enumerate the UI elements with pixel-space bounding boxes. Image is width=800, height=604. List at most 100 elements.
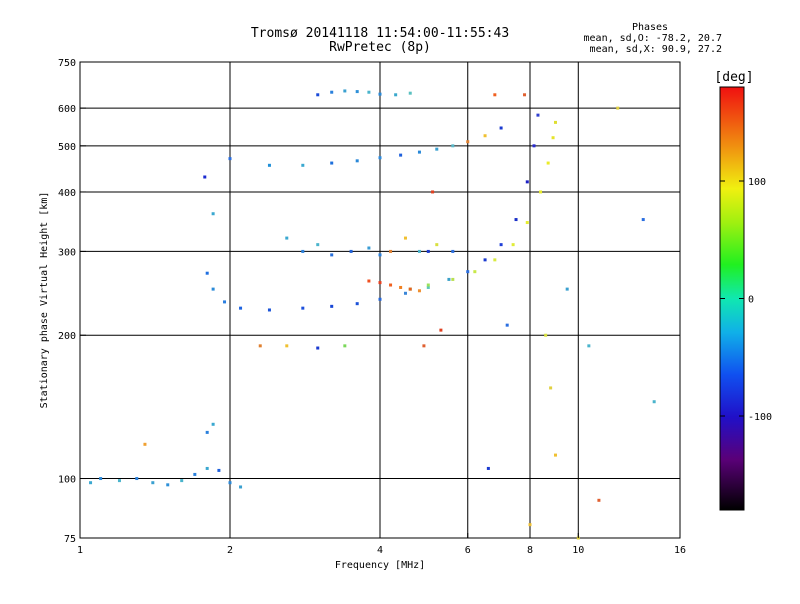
data-point	[228, 157, 232, 161]
data-point	[217, 468, 221, 472]
data-point	[151, 481, 155, 485]
data-point	[399, 153, 403, 157]
data-point	[544, 333, 548, 337]
data-point	[343, 344, 347, 348]
data-point	[223, 300, 227, 304]
x-tick-label: 1	[77, 545, 83, 556]
data-point	[466, 140, 470, 144]
stats-line-o: mean, sd,O: -78.2, 20.7	[584, 33, 722, 44]
data-point	[203, 175, 207, 179]
chart-title-line2: RwPretec (8p)	[329, 40, 431, 55]
colorbar-tick-label: -100	[748, 412, 772, 423]
data-point	[211, 212, 215, 216]
data-point	[316, 243, 320, 247]
data-point	[316, 93, 320, 97]
data-point	[403, 236, 407, 240]
data-point	[451, 277, 455, 281]
plot-area	[79, 61, 681, 540]
data-point	[417, 249, 421, 253]
x-tick-label: 4	[377, 545, 383, 556]
colorbar-tick-label: 100	[748, 177, 766, 188]
data-point	[316, 346, 320, 350]
data-point	[166, 483, 170, 487]
y-tick-label: 100	[58, 475, 76, 486]
x-tick-label: 10	[572, 545, 584, 556]
data-point	[551, 136, 555, 140]
x-tick-label: 6	[465, 545, 471, 556]
data-point	[143, 442, 147, 446]
data-point	[99, 477, 103, 481]
colorbar-tick-label: 0	[748, 295, 754, 306]
data-point	[349, 249, 353, 253]
data-point	[285, 236, 289, 240]
data-point	[117, 479, 121, 483]
data-point	[652, 400, 656, 404]
stats-heading: Phases	[632, 22, 668, 33]
data-point	[486, 466, 490, 470]
data-point	[549, 386, 553, 390]
data-point	[330, 161, 334, 165]
data-point	[565, 287, 569, 291]
data-point	[378, 297, 382, 301]
y-tick-label: 400	[58, 188, 76, 199]
chart-title-line1: Tromsø 20141118 11:54:00-11:55:43	[251, 26, 509, 41]
data-point	[426, 249, 430, 253]
data-point	[239, 306, 243, 310]
data-point	[546, 161, 550, 165]
data-point	[367, 90, 371, 94]
data-point	[553, 453, 557, 457]
y-tick-label: 600	[58, 104, 76, 115]
data-point	[417, 289, 421, 293]
data-point	[205, 271, 209, 275]
data-point	[378, 281, 382, 285]
data-point	[301, 249, 305, 253]
y-tick-label: 75	[64, 534, 76, 545]
data-point	[89, 481, 93, 485]
data-point	[483, 258, 487, 262]
data-point	[435, 243, 439, 247]
data-point	[466, 270, 470, 274]
data-point	[483, 134, 487, 138]
data-point	[532, 144, 536, 148]
x-axis-ticks: 1 2 4 6 8 10 16	[77, 533, 686, 556]
data-point	[408, 287, 412, 291]
x-tick-label: 8	[527, 545, 533, 556]
data-point	[499, 126, 503, 130]
data-point	[505, 323, 509, 327]
data-point	[493, 258, 497, 262]
data-point	[205, 466, 209, 470]
grid-lines	[80, 62, 680, 538]
data-point	[523, 93, 527, 97]
data-point	[180, 479, 184, 483]
data-point	[355, 302, 359, 306]
data-point	[330, 253, 334, 257]
data-point	[514, 218, 518, 222]
data-point	[285, 344, 289, 348]
data-point	[473, 270, 477, 274]
data-point	[267, 163, 271, 167]
data-point	[587, 344, 591, 348]
data-point	[499, 243, 503, 247]
data-point	[355, 159, 359, 163]
data-point	[205, 430, 209, 434]
data-point	[378, 156, 382, 160]
data-point	[355, 90, 359, 94]
data-point	[426, 283, 430, 287]
data-point	[267, 308, 271, 312]
y-tick-label: 500	[58, 142, 76, 153]
data-point	[343, 89, 347, 93]
data-point	[228, 481, 232, 485]
data-points	[89, 89, 656, 540]
data-point	[426, 285, 430, 289]
data-point	[239, 485, 243, 489]
data-point	[511, 243, 515, 247]
data-point	[431, 190, 435, 194]
data-point	[378, 92, 382, 96]
data-point	[330, 90, 334, 94]
stats-line-x: mean, sd,X: 90.9, 27.2	[590, 44, 722, 55]
data-point	[408, 91, 412, 95]
data-point	[367, 279, 371, 283]
data-point	[525, 180, 529, 184]
colorbar: [deg] 100 0 -100	[714, 70, 772, 511]
